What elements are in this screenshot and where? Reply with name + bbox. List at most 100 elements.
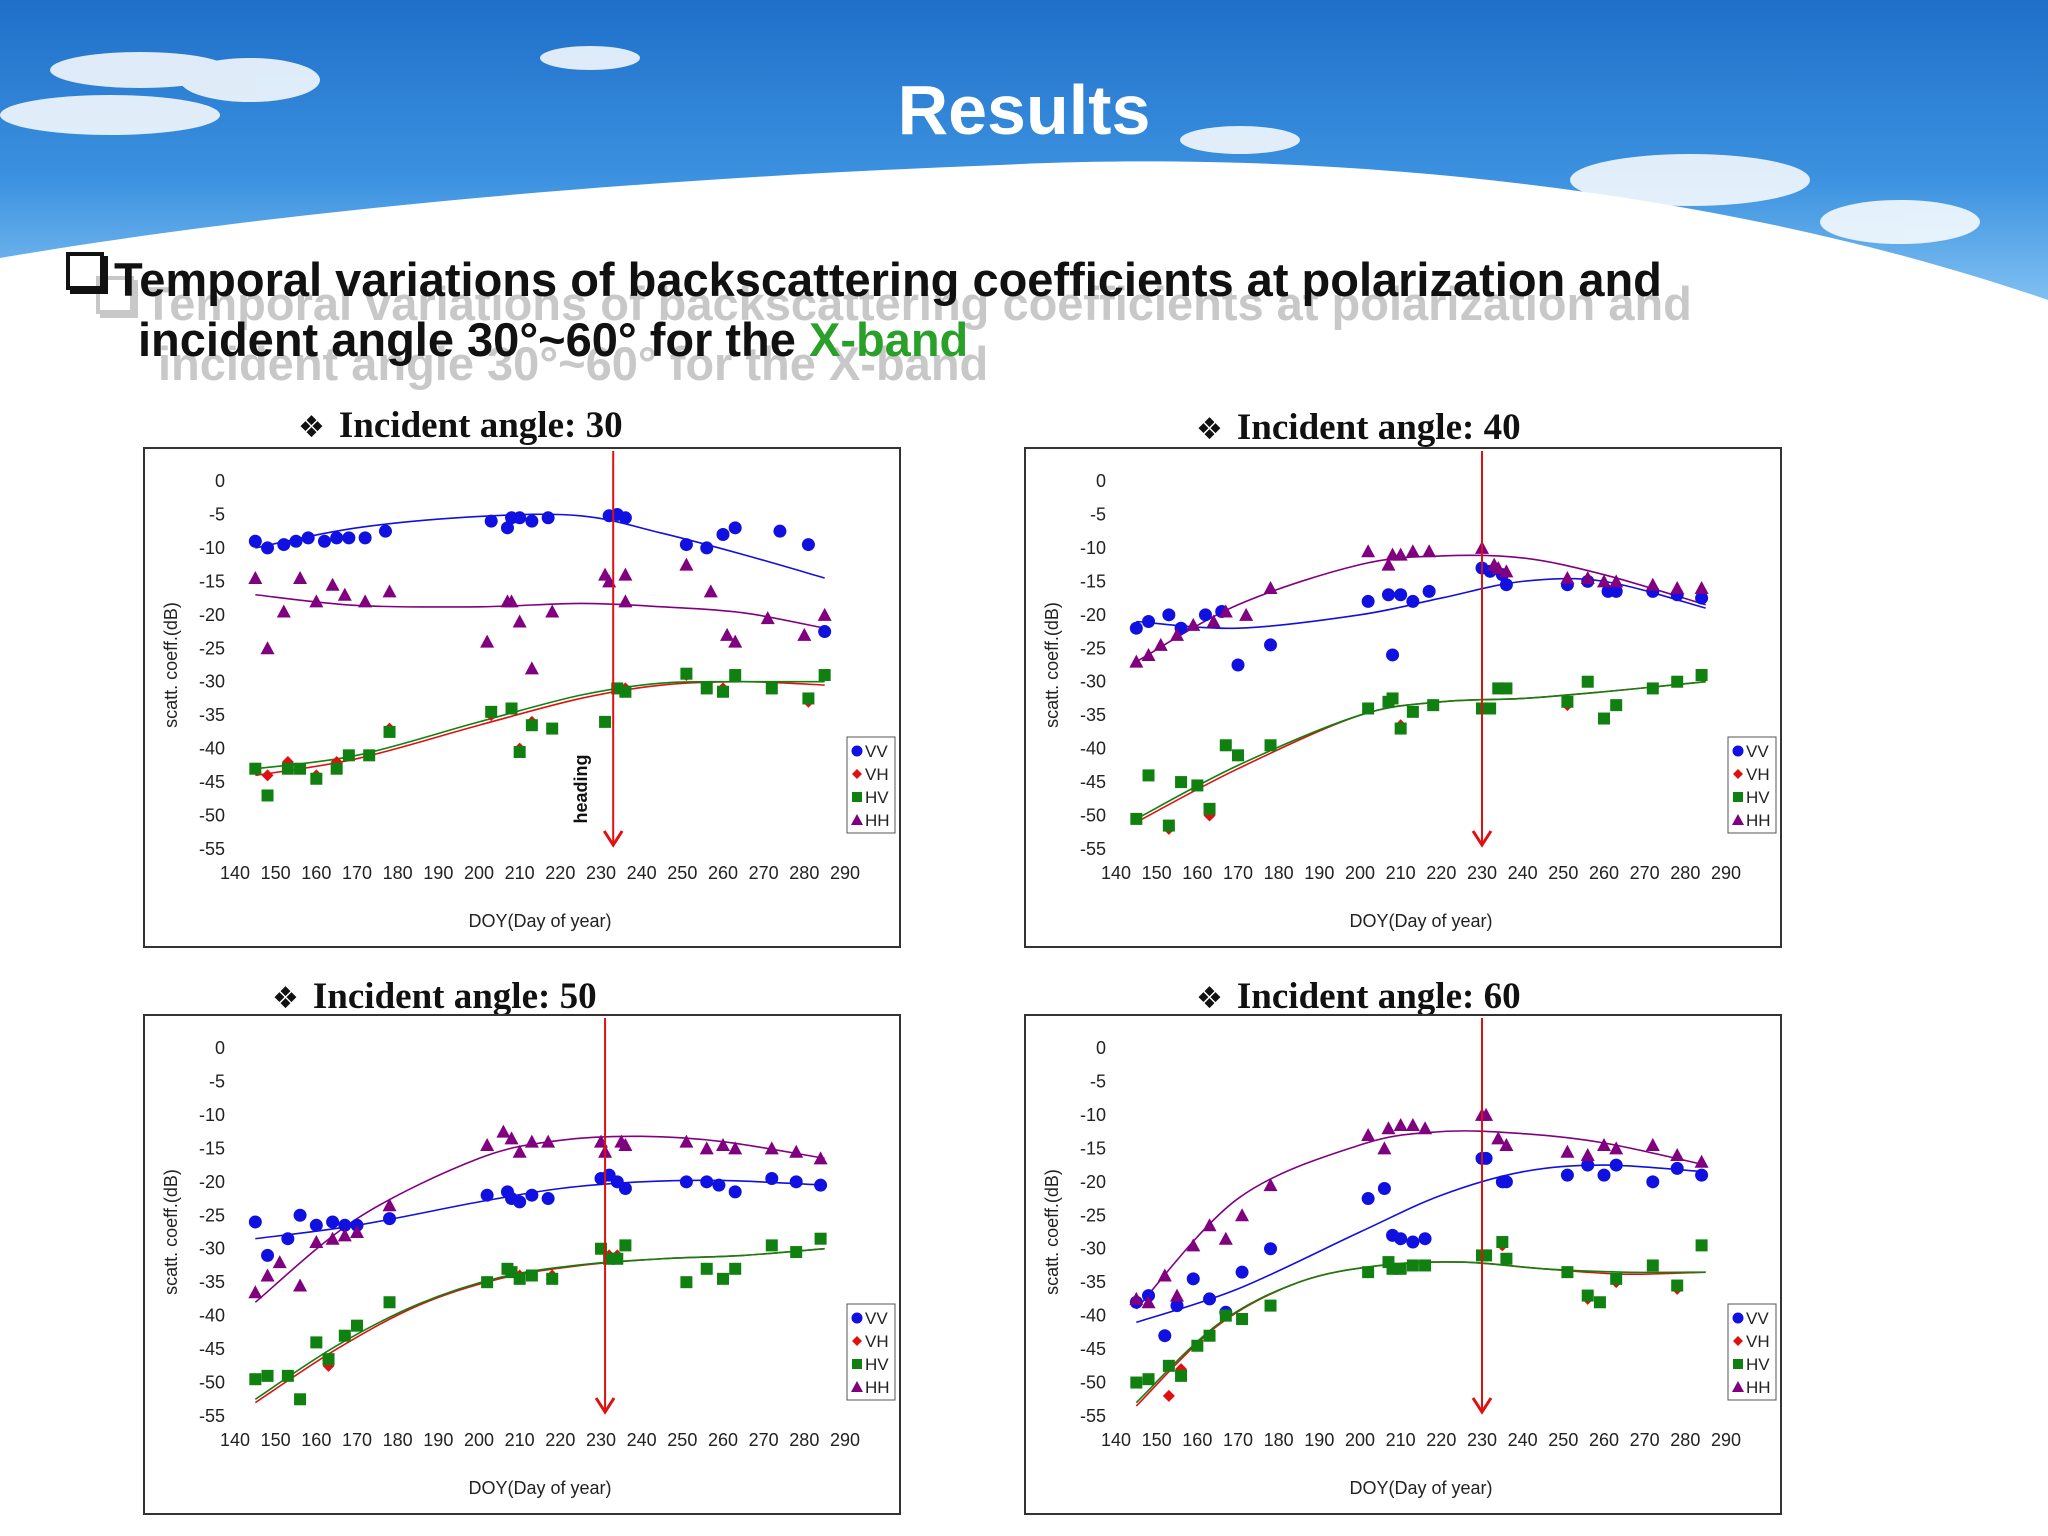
heading-text-2: incident angle 30°~60° for the X-band xyxy=(138,313,969,366)
x-tick-label: 230 xyxy=(586,1430,616,1450)
data-point-hv xyxy=(310,1336,323,1349)
data-point-hv xyxy=(595,1242,607,1255)
x-tick-label: 230 xyxy=(1467,863,1497,883)
data-point-hv xyxy=(1695,669,1708,682)
data-point-vv xyxy=(1499,578,1513,592)
data-point-hh xyxy=(382,584,397,598)
y-tick-label: -20 xyxy=(1080,1172,1106,1192)
data-point-vv xyxy=(1418,1232,1432,1246)
data-point-vv xyxy=(801,538,815,552)
legend-label-vv: VV xyxy=(1746,1309,1769,1328)
data-point-hv xyxy=(342,749,355,762)
x-tick-label: 250 xyxy=(667,1430,697,1450)
y-tick-label: -40 xyxy=(199,739,225,759)
data-point-hh xyxy=(260,641,275,655)
legend-marker-hv xyxy=(1733,1359,1743,1369)
legend-marker-hv xyxy=(1733,792,1743,802)
data-point-hv xyxy=(1264,1299,1277,1312)
x-tick-label: 170 xyxy=(1223,1430,1253,1450)
data-point-hh xyxy=(1377,1141,1392,1155)
y-tick-label: -5 xyxy=(209,504,225,524)
data-point-hv xyxy=(729,669,742,682)
x-tick-label: 150 xyxy=(1142,863,1172,883)
data-point-hh xyxy=(1381,1121,1396,1135)
checkbox-bullet-icon xyxy=(66,252,104,290)
data-point-vv xyxy=(1394,588,1408,602)
x-tick-label: 230 xyxy=(1467,1430,1497,1450)
y-tick-label: -10 xyxy=(1080,1105,1106,1125)
data-point-hv xyxy=(599,715,612,728)
x-tick-label: 180 xyxy=(383,1430,413,1450)
data-point-hv xyxy=(525,719,538,732)
data-point-vv xyxy=(525,514,539,528)
data-point-hh xyxy=(524,661,539,675)
data-point-vv xyxy=(1670,1161,1684,1175)
y-tick-label: -25 xyxy=(1080,1205,1106,1225)
y-axis-label: scatt. coeff.(dB) xyxy=(161,1169,181,1295)
x-tick-label: 220 xyxy=(1426,863,1456,883)
y-tick-label: -20 xyxy=(199,1172,225,1192)
data-point-hv xyxy=(1427,699,1440,712)
data-point-hh xyxy=(504,1131,519,1145)
data-point-hv xyxy=(1203,1329,1216,1342)
data-point-hh xyxy=(1393,547,1408,561)
heading-label: heading xyxy=(571,754,591,823)
x-tick-label: 160 xyxy=(301,1430,331,1450)
data-point-hv xyxy=(1646,1259,1659,1272)
data-point-vv xyxy=(1499,1175,1513,1189)
data-point-hv xyxy=(546,722,559,735)
data-point-hv xyxy=(351,1319,363,1332)
x-tick-label: 270 xyxy=(1630,1430,1660,1450)
y-tick-label: -50 xyxy=(1080,1373,1106,1393)
y-tick-label: -30 xyxy=(199,1239,225,1259)
data-point-vv xyxy=(480,1188,494,1202)
chart-title-60: ❖ Incident angle: 60 xyxy=(1196,976,1521,1017)
slide-heading: Temporal variations of backscattering co… xyxy=(66,250,2016,390)
data-point-vv xyxy=(500,521,514,535)
data-point-vv xyxy=(818,625,832,639)
data-point-hv xyxy=(1500,1252,1513,1265)
data-point-vv xyxy=(309,1218,323,1232)
y-tick-label: 0 xyxy=(215,471,225,491)
data-point-vv xyxy=(1609,584,1623,598)
data-point-hv xyxy=(1646,682,1659,695)
data-point-vv xyxy=(1422,584,1436,598)
x-tick-label: 150 xyxy=(261,863,291,883)
data-point-hh xyxy=(358,594,373,608)
data-point-hv xyxy=(1219,739,1232,752)
data-point-vv xyxy=(728,521,742,535)
data-point-hv xyxy=(1142,769,1155,782)
data-point-vv xyxy=(1597,1168,1611,1182)
data-point-hh xyxy=(1361,1127,1376,1141)
x-tick-label: 150 xyxy=(261,1430,291,1450)
x-tick-label: 200 xyxy=(464,1430,494,1450)
data-point-vv xyxy=(261,1248,275,1262)
x-tick-label: 260 xyxy=(708,863,738,883)
y-tick-label: 0 xyxy=(215,1038,225,1058)
data-point-hv xyxy=(1598,712,1610,725)
data-point-hv xyxy=(680,1276,693,1289)
data-point-hv xyxy=(1162,819,1175,832)
legend-label-hh: HH xyxy=(865,1378,890,1397)
data-point-hv xyxy=(765,682,778,695)
x-tick-label: 240 xyxy=(1508,863,1538,883)
data-point-hv xyxy=(700,1262,713,1275)
chart-50: 0 -5 -10 -15 -20 -25 -30 -35 -40 -45 -50 -55 140 150 1… xyxy=(161,1018,896,1498)
data-point-vv xyxy=(1142,615,1156,629)
data-point-hh xyxy=(276,604,291,618)
x-tick-label: 240 xyxy=(627,1430,657,1450)
data-point-vv xyxy=(1264,1242,1278,1256)
data-point-hv xyxy=(1561,1266,1574,1279)
x-tick-label: 230 xyxy=(586,863,616,883)
data-point-vv xyxy=(716,528,730,542)
heading-reflection-1: Temporal variations of backscattering co… xyxy=(96,274,1692,334)
data-point-hv xyxy=(1362,1266,1375,1279)
data-point-hh xyxy=(1239,607,1254,621)
data-point-hh xyxy=(350,1225,364,1238)
trend-line-hv xyxy=(1135,680,1706,820)
data-point-vv xyxy=(728,1185,742,1199)
data-point-vv xyxy=(700,541,714,555)
x-tick-label: 240 xyxy=(627,863,657,883)
chart-30: 0 -5 -10 -15 -20 -25 -30 -35 -40 -45 -50 -55 140 150 1… xyxy=(161,451,896,931)
data-point-hv xyxy=(1394,722,1407,735)
